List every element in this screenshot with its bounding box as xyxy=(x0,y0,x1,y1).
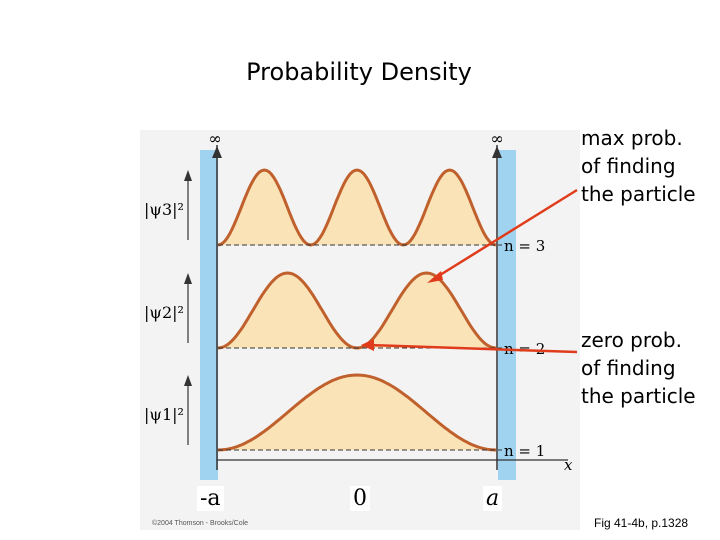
y-axis-label-n1: |ψ1|² xyxy=(144,405,184,424)
right-wall xyxy=(498,150,516,480)
energy-level-label-n3: n = 3 xyxy=(504,237,545,255)
y-axis-arrowhead-n2 xyxy=(184,273,192,284)
left-wall-arrowhead xyxy=(212,146,222,158)
position-label-zero: 0 xyxy=(350,486,370,511)
position-label-neg-a: -a xyxy=(197,486,224,511)
density-fill-n2 xyxy=(218,273,496,348)
zero-probability-note: zero prob. of finding the particle xyxy=(581,328,696,408)
probability-density-plot: ∞ ∞ x n = 3 |ψ3|² n = 2|ψ2|² n = 1 |ψ1|² xyxy=(144,130,578,480)
y-axis-arrowhead-n1 xyxy=(184,375,192,386)
left-infinity-icon: ∞ xyxy=(208,130,221,148)
panel-n1: n = 1 |ψ1|² xyxy=(144,373,545,460)
y-axis-arrowhead-n3 xyxy=(184,170,192,181)
copyright-credit: ©2004 Thomson - Brooks/Cole xyxy=(152,520,249,527)
figure-reference: Fig 41-4b, p.1328 xyxy=(594,516,689,530)
left-wall xyxy=(200,150,218,480)
page-title: Probability Density xyxy=(246,58,472,86)
density-fill-n1 xyxy=(218,375,496,450)
panel-n2: n = 2|ψ2|² xyxy=(144,271,545,358)
position-label-a: a xyxy=(483,486,503,511)
density-curve-n3 xyxy=(217,168,497,247)
right-wall-arrowhead xyxy=(492,146,502,158)
y-axis-label-n3: |ψ3|² xyxy=(144,200,184,219)
y-axis-label-n2: |ψ2|² xyxy=(144,303,184,322)
energy-level-label-n1: n = 1 xyxy=(504,442,545,460)
density-curve-n1 xyxy=(217,373,497,452)
density-fill-n3 xyxy=(218,170,496,245)
zero-arrow xyxy=(361,339,578,354)
max-probability-note: max prob. of finding the particle xyxy=(581,126,696,206)
max-arrow xyxy=(427,188,578,283)
right-infinity-icon: ∞ xyxy=(490,130,503,148)
probability-density-figure: ∞ ∞ x n = 3 |ψ3|² n = 2|ψ2|² n = 1 |ψ1|² xyxy=(140,130,580,530)
panel-n3: n = 3 |ψ3|² xyxy=(144,168,545,255)
x-axis-label: x xyxy=(564,456,573,474)
